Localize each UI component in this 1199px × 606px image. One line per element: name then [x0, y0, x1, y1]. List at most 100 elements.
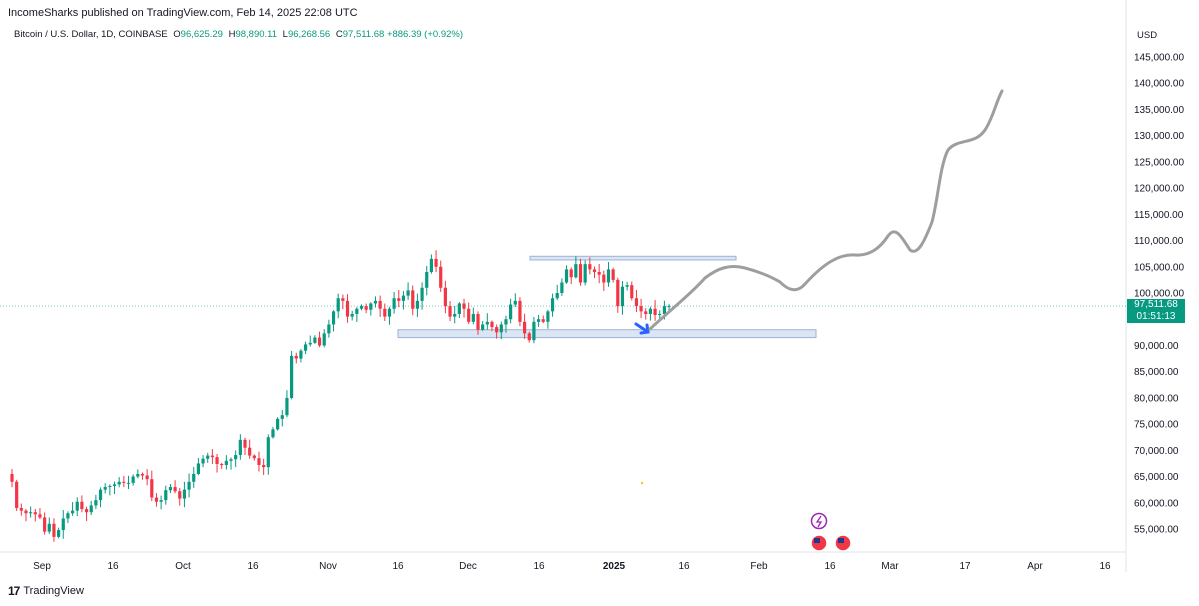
candle-body	[98, 489, 103, 501]
candle-body	[625, 285, 629, 287]
y-tick-label: 55,000.00	[1134, 525, 1179, 536]
candle-body	[168, 487, 173, 491]
candle-body	[122, 481, 126, 483]
close-value: 97,511.68	[342, 29, 385, 40]
candle-body	[280, 415, 284, 419]
candle-body	[569, 269, 573, 278]
buy-arrow-icon	[634, 322, 650, 335]
x-tick-label: Mar	[881, 561, 899, 572]
candle-body	[355, 308, 359, 314]
candle-body	[634, 298, 639, 307]
y-tick-label: 120,000.00	[1134, 184, 1184, 195]
candle-body	[583, 264, 587, 283]
candle-body	[653, 308, 657, 316]
candle-body	[448, 306, 452, 317]
candle-body	[453, 313, 457, 317]
x-tick-label: 2025	[603, 561, 626, 572]
candle-body	[457, 303, 461, 314]
x-tick-label: 16	[392, 561, 404, 572]
low-label: L	[282, 29, 288, 40]
candle-body	[541, 319, 545, 322]
candle-body	[276, 418, 280, 430]
candle-body	[648, 308, 653, 314]
support-zone	[397, 329, 817, 339]
candle-body	[136, 473, 140, 477]
publisher-line: IncomeSharks published on TradingView.co…	[8, 7, 358, 19]
candle-body	[57, 530, 61, 537]
candle-body	[341, 298, 345, 301]
x-tick-label: 16	[533, 561, 545, 572]
high-value: 98,890.11	[235, 29, 278, 40]
candle-body	[192, 473, 196, 482]
bar-countdown: 01:51:13	[1136, 311, 1176, 322]
y-tick-label: 100,000.00	[1134, 289, 1184, 300]
candle-body	[597, 272, 601, 275]
candle-body	[658, 313, 662, 316]
candle-body	[206, 455, 210, 459]
candle-body	[630, 285, 634, 299]
candle-body	[290, 355, 294, 398]
y-tick-label: 115,000.00	[1134, 210, 1184, 221]
candle-body	[234, 455, 238, 460]
candle-body	[238, 439, 242, 456]
candle-body	[331, 311, 336, 325]
tradingview-footer[interactable]: 17 TradingView	[8, 584, 84, 598]
tradingview-brand: TradingView	[23, 585, 84, 597]
candle-body	[75, 501, 79, 511]
candle-body	[616, 279, 620, 307]
candle-body	[373, 300, 378, 304]
candle-body	[210, 455, 214, 458]
flag-canton	[838, 538, 844, 543]
candle-body	[345, 300, 350, 317]
symbol-name: Bitcoin / U.S. Dollar, 1D, COINBASE	[14, 29, 168, 40]
candle-body	[471, 313, 475, 322]
candle-body	[425, 272, 429, 288]
tradingview-logo-icon: 17	[8, 584, 20, 598]
candle-body	[159, 500, 163, 502]
candle-body	[89, 505, 93, 513]
candle-body	[504, 319, 508, 325]
marker-dot	[640, 481, 644, 485]
projection-path	[648, 89, 1004, 331]
candle-body	[439, 266, 443, 288]
x-tick-label: Feb	[750, 561, 768, 572]
candle-body	[61, 518, 65, 531]
earnings-event-icon	[810, 512, 828, 530]
open-label: O	[173, 29, 181, 40]
candle-body	[84, 509, 89, 513]
candle-body	[364, 306, 368, 310]
candle-body	[308, 342, 312, 345]
candle-body	[47, 523, 51, 532]
candle-body	[182, 489, 187, 499]
candle-body	[611, 269, 615, 280]
candle-body	[406, 290, 410, 296]
candle-body	[513, 300, 517, 305]
candle-body	[662, 306, 666, 314]
y-tick-label: 130,000.00	[1134, 131, 1184, 142]
candle-body	[220, 463, 224, 466]
open-value: 96,625.29	[180, 29, 223, 40]
candle-body	[145, 475, 149, 480]
candle-body	[359, 306, 364, 309]
candle-body	[19, 508, 23, 511]
candle-body	[252, 455, 256, 459]
last-price-tag: 97,511.68 01:51:13	[1127, 299, 1185, 323]
candle-body	[327, 324, 331, 334]
high-label: H	[228, 29, 236, 40]
candle-body	[555, 293, 559, 299]
x-tick-label: 16	[107, 561, 119, 572]
candle-body	[299, 350, 303, 359]
candle-body	[490, 321, 494, 328]
candle-body	[243, 439, 247, 448]
candle-body	[383, 308, 387, 317]
candle-body	[588, 264, 592, 270]
candle-body	[560, 282, 564, 293]
candle-body	[415, 300, 420, 309]
candle-body	[602, 274, 606, 283]
y-tick-label: 70,000.00	[1134, 446, 1179, 457]
resistance-zone	[529, 255, 737, 261]
lightning-icon	[815, 515, 823, 528]
candle-body	[10, 473, 14, 482]
candle-body	[592, 269, 597, 273]
